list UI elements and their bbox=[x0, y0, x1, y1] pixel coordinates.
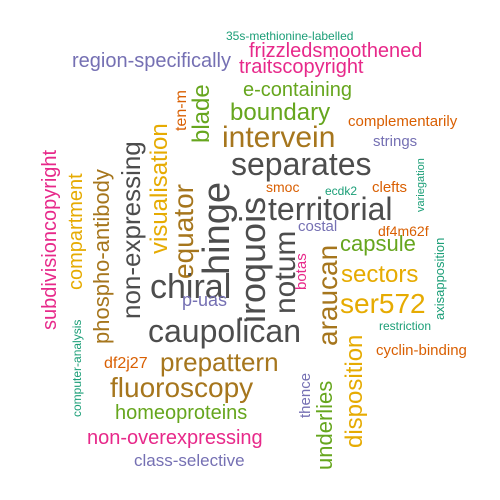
word-caupolican: caupolican bbox=[148, 313, 301, 349]
word-p-uas: p-uas bbox=[182, 290, 228, 310]
word-ser572: ser572 bbox=[340, 288, 426, 319]
word-boundary: boundary bbox=[230, 99, 331, 126]
word-frizzledsmoothened: frizzledsmoothened bbox=[249, 40, 423, 62]
word-hinge: hinge bbox=[196, 182, 238, 275]
word-cyclin-binding: cyclin-binding bbox=[376, 342, 467, 359]
word-strings: strings bbox=[373, 133, 418, 150]
word-non-overexpressing: non-overexpressing bbox=[87, 427, 263, 449]
word-35s-methionine-labelled: 35s-methionine-labelled bbox=[226, 29, 354, 43]
word-botas: botas bbox=[293, 253, 310, 290]
word-territorial: territorial bbox=[268, 191, 393, 227]
word-blade: blade bbox=[188, 84, 215, 143]
word-df4m62f: df4m62f bbox=[378, 223, 429, 239]
word-class-selective: class-selective bbox=[134, 451, 245, 470]
word-phospho-antibody: phospho-antibody bbox=[89, 169, 114, 344]
word-computer-analysis: computer-analysis bbox=[70, 319, 84, 417]
word-sectors: sectors bbox=[341, 261, 419, 288]
word-iroquois: iroquois bbox=[232, 196, 273, 323]
word-chiral: chiral bbox=[150, 268, 232, 306]
word-restriction: restriction bbox=[379, 319, 432, 333]
word-variegation: variegation bbox=[415, 158, 427, 212]
word-e-containing: e-containing bbox=[243, 79, 352, 101]
word-intervein: intervein bbox=[222, 121, 336, 154]
word-clefts: clefts bbox=[372, 179, 408, 196]
word-subdivisioncopyright: subdivisioncopyright bbox=[39, 149, 61, 330]
word-fluoroscopy: fluoroscopy bbox=[110, 372, 254, 403]
word-disposition: disposition bbox=[341, 334, 368, 448]
word-traitscopyright: traitscopyright bbox=[239, 56, 364, 78]
word-araucan: araucan bbox=[312, 244, 343, 346]
word-separates: separates bbox=[231, 146, 372, 182]
word-compartment: compartment bbox=[65, 173, 87, 290]
word-costal: costal bbox=[298, 218, 338, 235]
word-ecdk2: ecdk2 bbox=[325, 184, 358, 198]
word-axisapposition: axisapposition bbox=[432, 237, 447, 320]
word-homeoproteins: homeoproteins bbox=[115, 402, 248, 424]
word-equator: equator bbox=[168, 184, 199, 279]
word-smoc: smoc bbox=[266, 179, 300, 195]
word-region-specifically: region-specifically bbox=[72, 50, 231, 72]
word-df2j27: df2j27 bbox=[104, 355, 148, 372]
word-non-expressing: non-expressing bbox=[116, 141, 146, 319]
word-prepattern: prepattern bbox=[160, 347, 279, 377]
word-underlies: underlies bbox=[312, 380, 337, 470]
word-complementarily: complementarily bbox=[348, 113, 458, 130]
word-capsule: capsule bbox=[340, 231, 416, 256]
word-thence: thence bbox=[297, 372, 314, 418]
